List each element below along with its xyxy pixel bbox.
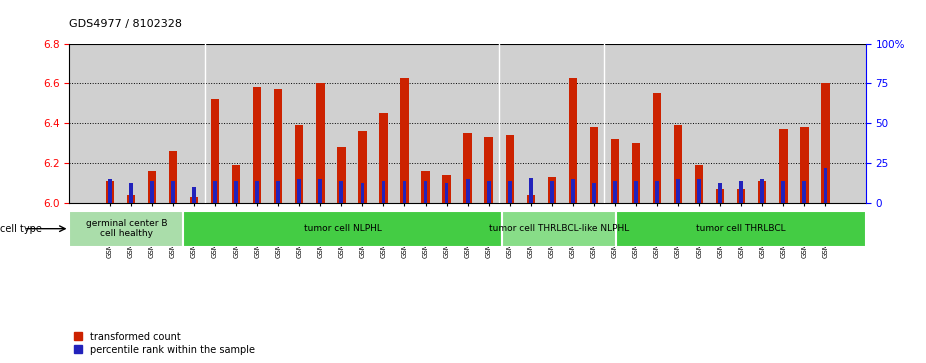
Bar [150,181,154,203]
Bar [803,181,807,203]
Bar [506,135,514,203]
Bar [256,181,259,203]
Bar [106,182,114,203]
Bar [360,183,364,203]
Bar [527,195,535,203]
Bar [213,181,217,203]
Bar [400,78,408,203]
Bar [550,181,554,203]
Text: tumor cell THRLBCL-like NLPHL: tumor cell THRLBCL-like NLPHL [489,224,629,233]
Bar [193,187,196,203]
Bar [190,197,198,203]
Bar [319,179,322,203]
Bar [108,179,112,203]
Bar [297,179,301,203]
Bar [183,211,502,247]
Bar [760,179,764,203]
Bar [276,181,281,203]
Bar [171,181,175,203]
Legend: transformed count, percentile rank within the sample: transformed count, percentile rank withi… [74,331,255,355]
Bar [676,179,680,203]
Bar [613,181,617,203]
Bar [421,171,430,203]
Bar [127,195,135,203]
Bar [502,211,616,247]
Bar [779,130,787,203]
Bar [253,87,261,203]
Bar [611,139,619,203]
Bar [316,83,324,203]
Bar [463,134,472,203]
Bar [382,181,385,203]
Bar [337,147,345,203]
Bar [380,114,388,203]
Bar [569,78,577,203]
Bar [358,131,367,203]
Bar [547,178,556,203]
Bar [800,127,808,203]
Bar [821,83,830,203]
Bar [340,181,344,203]
Bar [484,138,493,203]
Bar [823,168,827,203]
Bar [716,189,724,203]
Bar [211,99,219,203]
Bar [295,126,304,203]
Bar [616,211,866,247]
Bar [632,143,640,203]
Text: tumor cell THRLBCL: tumor cell THRLBCL [695,224,785,233]
Bar [674,126,682,203]
Bar [274,90,282,203]
Text: cell type: cell type [0,224,42,234]
Bar [444,183,448,203]
Bar [782,181,785,203]
Bar [529,178,532,203]
Bar [634,181,638,203]
Text: GDS4977 / 8102328: GDS4977 / 8102328 [69,19,182,29]
Bar [737,189,745,203]
Bar [694,166,704,203]
Bar [758,182,767,203]
Bar [592,183,595,203]
Bar [69,211,183,247]
Bar [719,183,722,203]
Bar [571,179,575,203]
Bar [487,181,491,203]
Bar [403,181,407,203]
Bar [656,181,659,203]
Bar [466,179,469,203]
Text: germinal center B
cell healthy: germinal center B cell healthy [85,219,167,238]
Bar [443,175,451,203]
Bar [169,151,177,203]
Bar [148,171,156,203]
Bar [129,183,132,203]
Bar [507,181,512,203]
Bar [739,181,744,203]
Bar [590,127,598,203]
Text: tumor cell NLPHL: tumor cell NLPHL [304,224,382,233]
Bar [234,181,238,203]
Bar [232,166,241,203]
Bar [697,179,701,203]
Bar [653,94,661,203]
Bar [424,181,428,203]
